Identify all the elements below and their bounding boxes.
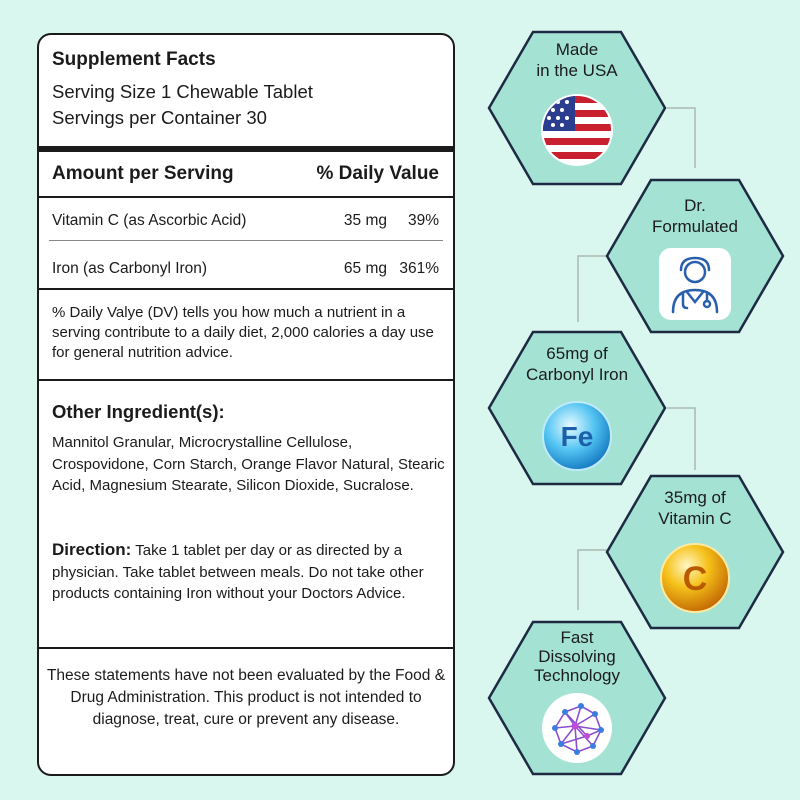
dr-formulated-badge: Dr. Formulated <box>605 178 785 334</box>
nutrient-name: Iron (as Carbonyl Iron) <box>52 260 208 277</box>
fe-orb-icon: Fe <box>542 401 612 471</box>
badge-label-line2: Formulated <box>652 217 738 236</box>
badge-label-line2: Dissolving <box>538 647 616 666</box>
divider <box>39 288 453 290</box>
serving-size: Serving Size 1 Chewable Tablet <box>52 81 313 102</box>
badge-label-line2: in the USA <box>536 61 618 80</box>
badge-label-line1: Dr. <box>684 196 706 215</box>
direction-label: Direction: <box>52 540 132 559</box>
nutrient-dv: 361% <box>399 260 439 277</box>
other-ingredients-text: Mannitol Granular, Microcrystalline Cell… <box>52 434 445 494</box>
thick-divider <box>39 146 453 152</box>
doctor-icon <box>659 248 731 320</box>
badge-label-line1: 35mg of <box>664 488 726 507</box>
fda-disclaimer: These statements have not been evaluated… <box>46 667 446 728</box>
divider <box>39 379 453 381</box>
thin-divider <box>49 240 443 241</box>
vitamin-c-orb-icon: C <box>660 543 730 613</box>
facts-title: Supplement Facts <box>52 49 216 70</box>
badge-label-line1: Fast <box>560 628 594 647</box>
made-in-usa-badge: Made in the USA <box>487 30 667 186</box>
divider <box>39 196 453 198</box>
nutrient-amount: 35 mg <box>343 212 387 229</box>
carbonyl-iron-badge: 65mg of Carbonyl Iron Fe <box>487 330 667 486</box>
daily-value-header: % Daily Value <box>316 163 439 184</box>
badge-label-line3: Technology <box>533 666 620 685</box>
other-ingredients-title: Other Ingredient(s): <box>52 401 225 422</box>
daily-value-note: % Daily Valye (DV) tells you how much a … <box>52 304 434 361</box>
badge-label-line2: Carbonyl Iron <box>525 365 629 384</box>
supplement-facts-panel: Supplement Facts Serving Size 1 Chewable… <box>37 33 455 776</box>
direction-text: Direction: Take 1 tablet per day or as d… <box>52 539 445 605</box>
vitamin-c-badge: 35mg of Vitamin C C <box>605 474 785 630</box>
vitamin-c-orb-text: C <box>683 560 708 598</box>
badge-label-line1: Made <box>555 40 599 59</box>
nutrient-dv: 39% <box>407 212 439 229</box>
network-brain-icon <box>542 693 612 763</box>
fast-dissolving-badge: Fast Dissolving Technology <box>487 620 667 776</box>
nutrient-name: Vitamin C (as Ascorbic Acid) <box>52 212 247 229</box>
fe-orb-text: Fe <box>561 421 594 452</box>
amount-per-serving-header: Amount per Serving <box>52 163 234 184</box>
badge-label-line1: 65mg of <box>546 344 608 363</box>
servings-per-container: Servings per Container 30 <box>52 107 267 128</box>
us-flag-icon <box>541 94 613 166</box>
nutrient-amount: 65 mg <box>343 260 387 277</box>
divider <box>39 647 453 649</box>
badge-label-line2: Vitamin C <box>658 509 732 528</box>
direction-body: Take 1 tablet per day or as directed by … <box>52 542 424 602</box>
